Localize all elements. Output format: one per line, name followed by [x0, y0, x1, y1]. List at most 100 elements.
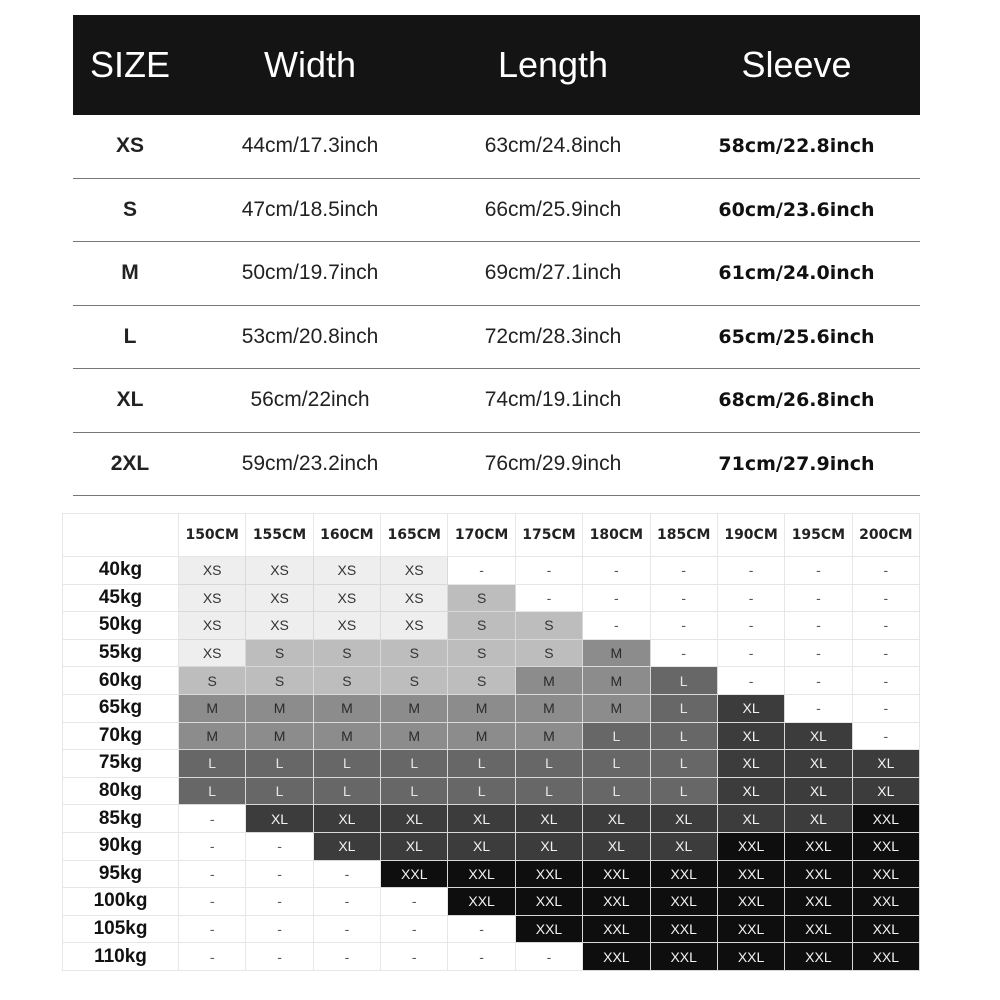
- weight-row: 50kg XS XS XS XS S S - - - - -: [62, 611, 921, 640]
- size-cell: XXL: [649, 914, 718, 944]
- weight-label: 40kg: [62, 556, 179, 585]
- weight-label: 105kg: [62, 914, 179, 944]
- size-cell: XL: [784, 749, 853, 778]
- size-cell: XL: [380, 804, 449, 833]
- height-header: 200CM: [851, 513, 921, 557]
- grid-corner: [62, 513, 179, 557]
- size-cell: L: [649, 776, 718, 806]
- size-cell: M: [514, 693, 584, 723]
- size-cell: M: [177, 693, 247, 723]
- size-cell: XXL: [784, 914, 853, 944]
- measurement-header: SIZE Width Length Sleeve: [73, 15, 920, 115]
- size-cell: XXL: [514, 859, 584, 889]
- size-cell: -: [312, 887, 382, 916]
- size-cell: -: [784, 611, 853, 640]
- size-cell: -: [716, 583, 786, 613]
- size-cell: S: [447, 666, 516, 695]
- size-cell: -: [784, 556, 853, 585]
- size-cell: L: [649, 749, 718, 778]
- size-cell: XS: [312, 583, 382, 613]
- weight-label: 95kg: [62, 859, 179, 889]
- size-cell: -: [245, 831, 314, 861]
- weight-row: 95kg - - - XXL XXL XXL XXL XXL XXL XXL XXL: [62, 859, 921, 889]
- height-header: 165CM: [380, 513, 449, 557]
- weight-label: 80kg: [62, 776, 179, 806]
- size-cell: -: [380, 942, 449, 971]
- size-cell: XXL: [514, 887, 584, 916]
- size-cell: -: [245, 914, 314, 944]
- size-cell: -: [177, 914, 247, 944]
- weight-label: 60kg: [62, 666, 179, 695]
- size-cell: XL: [380, 831, 449, 861]
- height-header: 170CM: [447, 513, 516, 557]
- size-cell: -: [245, 887, 314, 916]
- size-cell: L: [312, 776, 382, 806]
- size-cell: -: [716, 611, 786, 640]
- size-cell: -: [851, 666, 921, 695]
- size-cell: -: [851, 583, 921, 613]
- size-cell: XL: [784, 776, 853, 806]
- size-cell: XL: [582, 804, 651, 833]
- size-cell: XXL: [582, 887, 651, 916]
- measurement-row: L 53cm/20.8inch 72cm/28.3inch 65cm/25.6inch: [73, 306, 920, 369]
- header-width: Width: [263, 44, 357, 85]
- size-cell: XXL: [514, 914, 584, 944]
- weight-row: 45kg XS XS XS XS S - - - - - -: [62, 583, 921, 613]
- size-cell: -: [582, 556, 651, 585]
- size-cell: L: [447, 749, 516, 778]
- size-cell: L: [649, 721, 718, 751]
- cell-size: L: [123, 324, 137, 348]
- size-cell: -: [380, 914, 449, 944]
- cell-size: 2XL: [110, 451, 150, 475]
- measurement-row: S 47cm/18.5inch 66cm/25.9inch 60cm/23.6inch: [73, 179, 920, 242]
- weight-row: 100kg - - - - XXL XXL XXL XXL XXL XXL XXL: [62, 887, 921, 916]
- size-cell: XL: [514, 831, 584, 861]
- weight-label: 55kg: [62, 638, 179, 668]
- size-cell: L: [582, 749, 651, 778]
- measurement-row: XS 44cm/17.3inch 63cm/24.8inch 58cm/22.8inc…: [73, 115, 920, 179]
- size-cell: L: [312, 749, 382, 778]
- size-cell: XS: [380, 556, 449, 585]
- size-cell: XXL: [851, 831, 921, 861]
- weight-row: 110kg - - - - - - XXL XXL XXL XXL XXL: [62, 942, 921, 971]
- weight-row: 55kg XS S S S S S M - - - -: [62, 638, 921, 668]
- size-cell: XS: [177, 556, 247, 585]
- height-header: 175CM: [514, 513, 584, 557]
- size-cell: L: [245, 776, 314, 806]
- size-cell: M: [447, 693, 516, 723]
- cell-length: 74cm/19.1inch: [484, 388, 622, 412]
- size-cell: -: [784, 638, 853, 668]
- cell-length: 76cm/29.9inch: [484, 451, 622, 475]
- size-cell: L: [582, 721, 651, 751]
- weight-row: 60kg S S S S S M M L - - -: [62, 666, 921, 695]
- weight-row: 105kg - - - - - XXL XXL XXL XXL XXL XXL: [62, 914, 921, 944]
- size-cell: -: [380, 887, 449, 916]
- size-cell: XL: [851, 749, 921, 778]
- size-cell: -: [851, 638, 921, 668]
- size-cell: XL: [851, 776, 921, 806]
- size-cell: -: [177, 804, 247, 833]
- size-cell: L: [380, 776, 449, 806]
- size-cell: XXL: [447, 859, 516, 889]
- weight-row: 70kg M M M M M M L L XL XL -: [62, 721, 921, 751]
- weight-row: 40kg XS XS XS XS - - - - - - -: [62, 556, 921, 585]
- size-cell: XXL: [784, 942, 853, 971]
- size-cell: XL: [716, 749, 786, 778]
- size-cell: XXL: [582, 914, 651, 944]
- cell-sleeve: 71cm/27.9inch: [718, 452, 875, 475]
- size-cell: L: [649, 693, 718, 723]
- size-cell: -: [716, 666, 786, 695]
- weight-row: 90kg - - XL XL XL XL XL XL XXL XXL XXL: [62, 831, 921, 861]
- cell-width: 44cm/17.3inch: [241, 134, 379, 158]
- size-cell: XL: [784, 804, 853, 833]
- size-cell: XS: [312, 611, 382, 640]
- size-cell: XXL: [851, 804, 921, 833]
- header-sleeve: Sleeve: [741, 44, 852, 85]
- size-cell: M: [514, 666, 584, 695]
- size-cell: XXL: [649, 887, 718, 916]
- size-cell: -: [851, 556, 921, 585]
- size-cell: S: [245, 666, 314, 695]
- cell-length: 72cm/28.3inch: [484, 324, 622, 348]
- size-cell: -: [649, 556, 718, 585]
- size-cell: -: [177, 887, 247, 916]
